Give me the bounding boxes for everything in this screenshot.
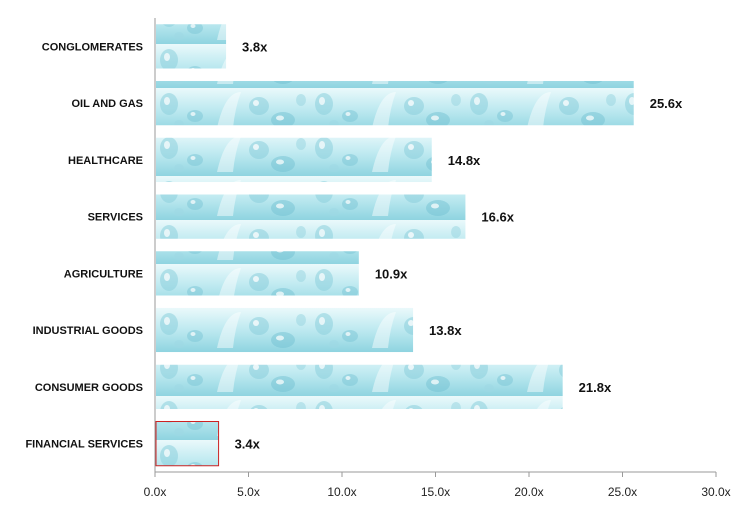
category-labels-group: CONGLOMERATES OIL AND GAS HEALTHCARE SERVIC…: [25, 41, 143, 450]
x-tick-label: 30.0x: [701, 485, 730, 499]
category-label-industrial-goods: INDUSTRIAL GOODS: [33, 325, 143, 337]
value-label-agriculture: 10.9x: [375, 266, 408, 281]
category-label-oil-and-gas: OIL AND GAS: [71, 98, 143, 110]
bar-conglomerates: [156, 24, 227, 69]
x-tick-label: 25.0x: [608, 485, 637, 499]
bar-industrial-goods: [156, 307, 414, 353]
category-label-services: SERVICES: [88, 212, 143, 224]
category-label-healthcare: HEALTHCARE: [68, 155, 143, 167]
value-label-industrial-goods: 13.8x: [429, 323, 462, 338]
bar-healthcare: [156, 137, 432, 183]
category-label-conglomerates: CONGLOMERATES: [42, 41, 143, 53]
value-label-financial-services: 3.4x: [235, 437, 261, 452]
x-tick-label: 0.0x: [144, 485, 167, 499]
x-tick-label: 15.0x: [421, 485, 450, 499]
value-label-oil-and-gas: 25.6x: [650, 96, 683, 111]
value-label-healthcare: 14.8x: [448, 153, 481, 168]
value-label-conglomerates: 3.8x: [242, 39, 268, 54]
value-label-consumer-goods: 21.8x: [579, 380, 612, 395]
value-labels-group: 3.8x 25.6x 14.8x 16.6x 10.9x 13.8x 21.8x 3.4x: [235, 39, 683, 451]
category-label-agriculture: AGRICULTURE: [64, 268, 143, 280]
x-ticks-group: 0.0x 5.0x 10.0x 15.0x 20.0x 25.0x 30.0x: [144, 472, 731, 499]
bar-agriculture: [156, 251, 359, 296]
bar-services: [156, 194, 466, 239]
x-tick-label: 5.0x: [237, 485, 260, 499]
x-tick-label: 20.0x: [514, 485, 543, 499]
category-label-financial-services: FINANCIAL SERVICES: [25, 439, 143, 451]
category-label-consumer-goods: CONSUMER GOODS: [35, 382, 143, 394]
value-label-services: 16.6x: [481, 210, 514, 225]
bars-group: [155, 24, 634, 467]
bar-consumer-goods: [156, 364, 563, 410]
bar-oil-and-gas: [156, 80, 634, 126]
bar-financial-services: [155, 420, 220, 467]
x-tick-label: 10.0x: [327, 485, 356, 499]
